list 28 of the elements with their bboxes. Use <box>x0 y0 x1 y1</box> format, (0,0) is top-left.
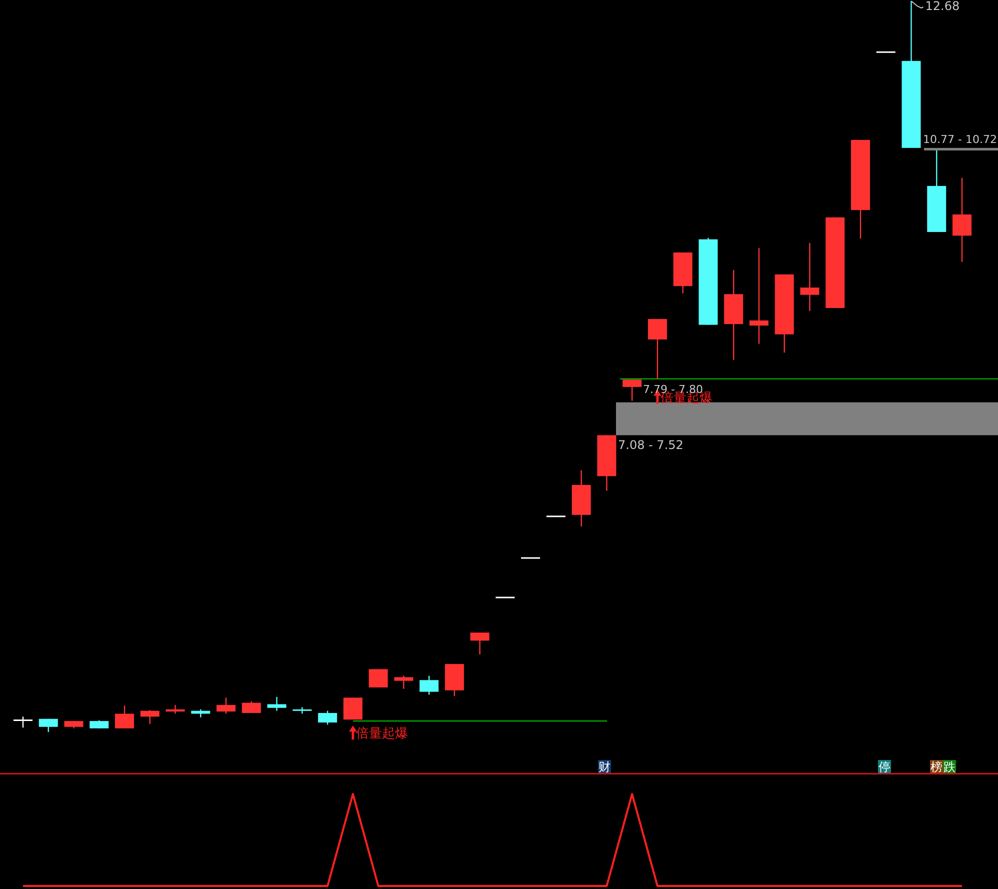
candlestick <box>648 318 667 380</box>
text: 榜 <box>930 760 942 774</box>
candlestick <box>394 675 414 690</box>
text: 财 <box>598 760 610 774</box>
candlestick <box>216 697 236 714</box>
candlestick <box>115 705 134 729</box>
candlestick <box>38 718 58 733</box>
candlestick <box>952 177 972 263</box>
candlestick <box>242 700 261 714</box>
candlestick <box>749 247 768 344</box>
text: 跌 <box>944 760 956 774</box>
candlestick <box>470 632 490 656</box>
annotation: 12.68 <box>925 0 960 13</box>
candlestick <box>622 379 642 402</box>
candlestick <box>12 716 34 728</box>
candlestick <box>140 709 160 725</box>
candlestick <box>318 710 338 726</box>
annotation: 倍量起爆 <box>356 726 408 742</box>
candlestick <box>343 697 362 720</box>
candlestick <box>166 704 185 714</box>
text: 停 <box>878 760 890 774</box>
band-label: 7.08 - 7.52 <box>618 438 684 452</box>
candlestick <box>267 696 286 712</box>
candlestick <box>420 675 439 696</box>
candlestick <box>368 668 388 688</box>
annotation: 10.77 - 10.72 <box>923 132 997 146</box>
candlestick <box>292 706 312 714</box>
candlestick <box>800 242 820 312</box>
